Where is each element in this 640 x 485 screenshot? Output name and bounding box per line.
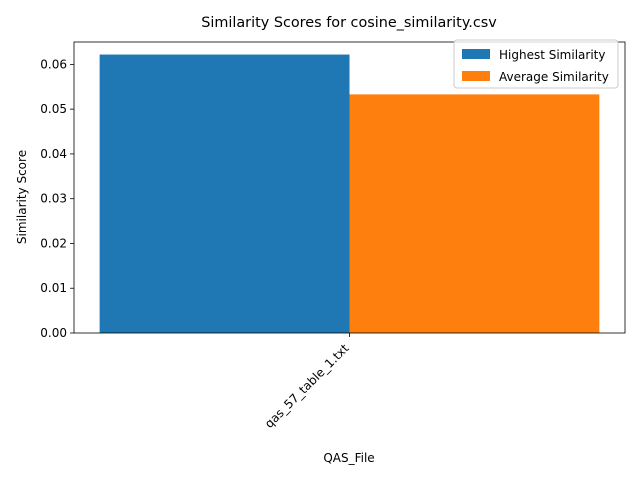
legend: Highest Similarity Average Similarity — [453, 39, 619, 89]
bar-average-similarity-0 — [349, 94, 600, 333]
y-tick-label: 0.02 — [40, 236, 67, 250]
chart-title: Similarity Scores for cosine_similarity.… — [201, 15, 497, 31]
x-axis-label: QAS_File — [323, 451, 374, 465]
y-tick-label: 0.01 — [40, 281, 67, 295]
y-tick-label: 0.00 — [40, 326, 67, 340]
legend-label: Highest Similarity — [499, 48, 605, 62]
plot-frame — [73, 41, 626, 334]
bars-layer — [99, 54, 600, 333]
y-tick-label: 0.06 — [40, 57, 67, 71]
y-tick-label: 0.05 — [40, 102, 67, 116]
x-tick-label: qas_57_table_1.txt — [262, 341, 352, 431]
y-tick-label: 0.03 — [40, 192, 67, 206]
legend-swatch — [462, 71, 490, 81]
legend-swatch — [462, 49, 490, 59]
legend-box — [453, 39, 619, 89]
y-axis-label: Similarity Score — [15, 150, 29, 244]
bar-highest-similarity-0 — [99, 54, 350, 333]
y-tick-label: 0.04 — [40, 147, 67, 161]
legend-label: Average Similarity — [499, 70, 609, 84]
